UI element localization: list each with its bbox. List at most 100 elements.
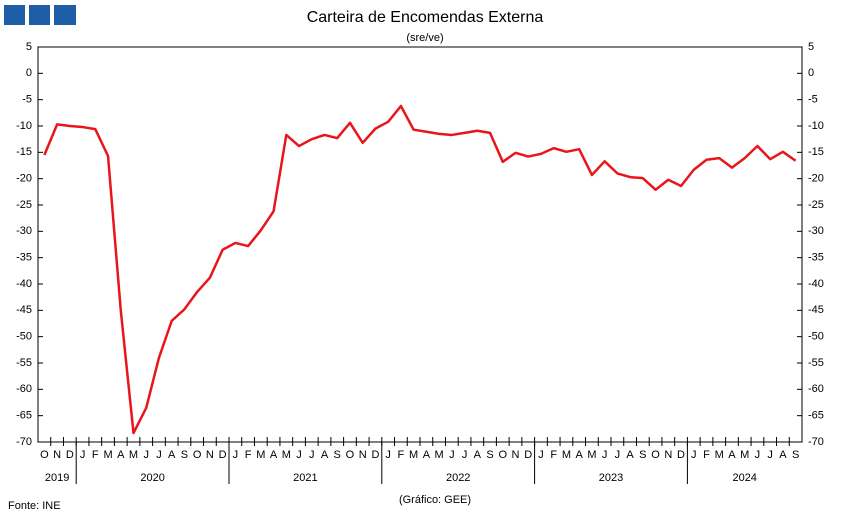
data-line	[43, 104, 797, 435]
y2-tick-label: -10	[808, 120, 824, 132]
x-tick-label: S	[181, 449, 188, 461]
x-tick-label: O	[498, 449, 507, 461]
year-label: 2021	[293, 472, 317, 484]
y-tick-label: -50	[16, 331, 32, 343]
y2-tick-label: -45	[808, 304, 824, 316]
x-tick-label: M	[435, 449, 444, 461]
x-tick-label: M	[409, 449, 418, 461]
x-tick-label: A	[321, 449, 329, 461]
y2-tick-label: -40	[808, 278, 824, 290]
source: Fonte: INE	[8, 500, 61, 512]
x-tick-label: A	[626, 449, 634, 461]
logo-block	[54, 5, 76, 25]
x-tick-label: N	[664, 449, 672, 461]
x-tick-label: M	[282, 449, 291, 461]
x-tick-label: A	[474, 449, 482, 461]
x-tick-label: O	[651, 449, 660, 461]
x-tick-label: J	[80, 449, 86, 461]
x-tick-label: F	[245, 449, 252, 461]
y-tick-label: -35	[16, 252, 32, 264]
y2-tick-label: -70	[808, 436, 824, 448]
x-tick-label: J	[538, 449, 544, 461]
x-tick-label: D	[66, 449, 74, 461]
y2-tick-label: -35	[808, 252, 824, 264]
year-label: 2019	[45, 472, 69, 484]
x-tick-label: J	[755, 449, 761, 461]
y-tick-label: -65	[16, 410, 32, 422]
x-tick-label: N	[512, 449, 520, 461]
credit: (Gráfico: GEE)	[399, 494, 471, 506]
x-tick-label: M	[562, 449, 571, 461]
x-tick-label: M	[587, 449, 596, 461]
y-tick-label: -10	[16, 120, 32, 132]
y-tick-label: -55	[16, 357, 32, 369]
x-tick-label: O	[40, 449, 49, 461]
x-tick-label: D	[219, 449, 227, 461]
x-tick-label: A	[779, 449, 787, 461]
x-tick-label: J	[385, 449, 391, 461]
y-tick-label: -30	[16, 225, 32, 237]
x-tick-label: M	[129, 449, 138, 461]
y2-tick-label: -20	[808, 173, 824, 185]
x-tick-label: S	[334, 449, 341, 461]
y2-tick-label: 5	[808, 41, 814, 53]
x-tick-label: A	[117, 449, 125, 461]
x-tick-label: J	[309, 449, 315, 461]
x-tick-label: J	[691, 449, 697, 461]
y-tick-label: -70	[16, 436, 32, 448]
x-tick-label: A	[423, 449, 431, 461]
year-label: 2020	[140, 472, 164, 484]
y-tick-label: -25	[16, 199, 32, 211]
y2-tick-label: -25	[808, 199, 824, 211]
x-tick-label: D	[524, 449, 532, 461]
y-tick-label: -40	[16, 278, 32, 290]
x-tick-label: N	[53, 449, 61, 461]
x-tick-label: A	[728, 449, 736, 461]
x-tick-label: A	[270, 449, 278, 461]
x-tick-label: N	[206, 449, 214, 461]
year-label: 2023	[599, 472, 623, 484]
x-tick-label: F	[398, 449, 405, 461]
logo-block	[4, 5, 25, 25]
x-tick-label: J	[462, 449, 468, 461]
y-tick-label: -45	[16, 304, 32, 316]
x-tick-label: J	[143, 449, 149, 461]
x-tick-label: A	[168, 449, 176, 461]
x-tick-label: A	[575, 449, 583, 461]
x-tick-label: J	[233, 449, 239, 461]
x-tick-label: M	[103, 449, 112, 461]
x-tick-label: J	[615, 449, 621, 461]
x-tick-label: S	[792, 449, 799, 461]
x-tick-label: J	[156, 449, 162, 461]
logo-block	[29, 5, 50, 25]
x-tick-label: D	[371, 449, 379, 461]
y-tick-label: -20	[16, 173, 32, 185]
year-label: 2024	[732, 472, 756, 484]
x-tick-label: S	[639, 449, 646, 461]
y2-tick-label: -5	[808, 94, 818, 106]
y-tick-label: 0	[26, 67, 32, 79]
y2-tick-label: -30	[808, 225, 824, 237]
x-tick-label: J	[296, 449, 302, 461]
x-tick-label: O	[193, 449, 202, 461]
y-tick-label: -15	[16, 146, 32, 158]
y2-tick-label: -15	[808, 146, 824, 158]
chart-subtitle: (sre/ve)	[406, 32, 443, 44]
y2-tick-label: 0	[808, 67, 814, 79]
x-tick-label: J	[602, 449, 608, 461]
x-tick-label: M	[715, 449, 724, 461]
chart-title: Carteira de Encomendas Externa	[307, 9, 544, 26]
y2-tick-label: -55	[808, 357, 824, 369]
x-tick-label: N	[359, 449, 367, 461]
x-tick-label: J	[767, 449, 773, 461]
x-tick-label: F	[92, 449, 99, 461]
x-tick-label: F	[550, 449, 557, 461]
x-tick-label: O	[346, 449, 355, 461]
y2-tick-label: -65	[808, 410, 824, 422]
year-label: 2022	[446, 472, 470, 484]
x-tick-label: F	[703, 449, 710, 461]
x-tick-label: M	[256, 449, 265, 461]
x-tick-label: J	[449, 449, 455, 461]
y2-tick-label: -50	[808, 331, 824, 343]
